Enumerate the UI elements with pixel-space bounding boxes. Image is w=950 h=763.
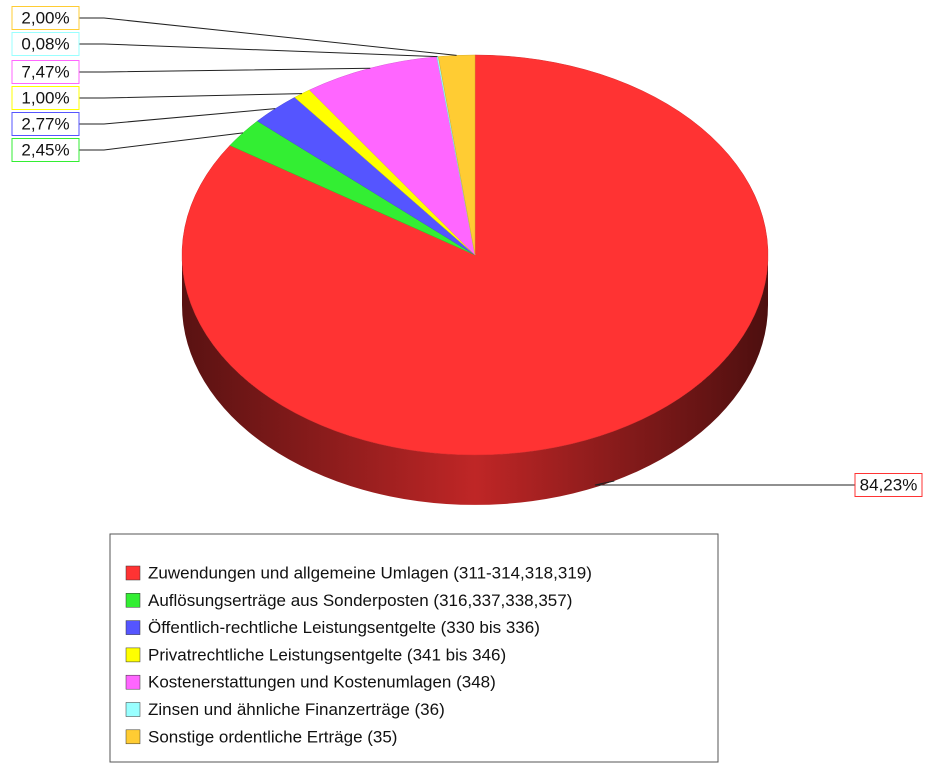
slice — [181, 54, 769, 456]
leader-line — [594, 480, 855, 486]
value-label: 2,45% — [21, 140, 69, 159]
legend-label: Kostenerstattungen und Kostenumlagen (34… — [148, 673, 496, 692]
legend-swatch — [125, 593, 141, 608]
legend-swatch — [125, 674, 141, 690]
label-box — [11, 86, 80, 110]
legend-label: Öffentlich-rechtliche Leistungsentgelte … — [148, 618, 540, 637]
value-label: 1,00% — [21, 88, 69, 107]
legend-swatch — [125, 620, 141, 635]
leader-line — [79, 108, 276, 125]
leader-line — [79, 43, 438, 58]
label-box — [11, 112, 80, 136]
slice-side — [182, 255, 768, 505]
label-box — [11, 32, 80, 56]
value-label: 7,47% — [21, 62, 69, 81]
legend-swatch — [125, 565, 141, 581]
legend-label: Sonstige ordentliche Erträge (35) — [148, 727, 397, 746]
slice — [309, 56, 476, 256]
leader-line — [79, 17, 457, 56]
label-box — [11, 6, 80, 30]
leader-line — [79, 132, 244, 151]
leader-line — [79, 93, 303, 99]
leader-line — [79, 67, 371, 73]
label-box — [11, 60, 80, 84]
legend-box — [109, 533, 719, 763]
label-box — [11, 138, 80, 162]
legend-label: Zuwendungen und allgemeine Umlagen (311-… — [148, 563, 592, 582]
legend-label: Auflösungserträge aus Sonderposten (316,… — [148, 591, 572, 610]
value-label: 0,08% — [21, 34, 69, 53]
legend-swatch — [125, 729, 141, 745]
value-label: 2,77% — [21, 114, 69, 133]
legend-label: Zinsen und ähnliche Finanzerträge (36) — [148, 700, 445, 719]
label-box — [854, 473, 923, 497]
value-label: 2,00% — [21, 8, 69, 27]
value-label: 84,23% — [860, 475, 918, 494]
legend-swatch — [125, 647, 141, 663]
legend-label: Privatrechtliche Leistungsentgelte (341 … — [148, 645, 506, 664]
legend-swatch — [125, 702, 141, 717]
